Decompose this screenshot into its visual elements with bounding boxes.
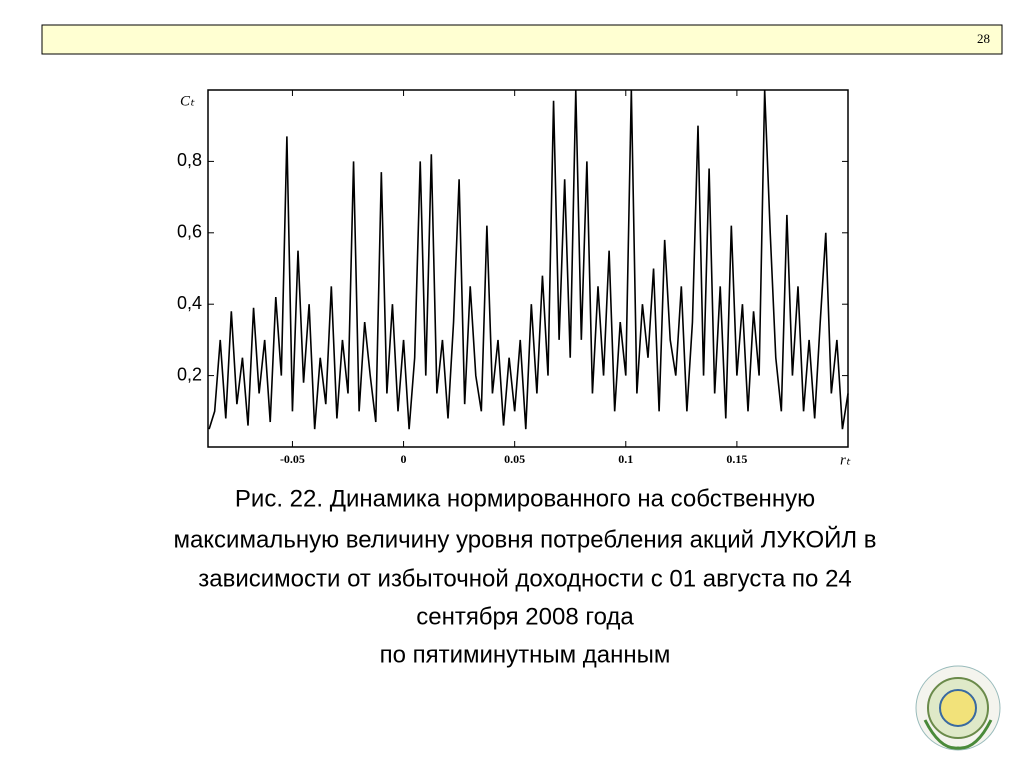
y-tick-label: 0,2 [177, 364, 202, 384]
caption-line: максимальную величину уровня потребления… [173, 525, 876, 553]
y-tick-label: 0,4 [177, 293, 202, 313]
caption-line: сентября 2008 года [416, 603, 634, 630]
x-tick-label: 0.05 [504, 452, 525, 466]
x-tick-label: -0.05 [280, 452, 305, 466]
x-tick-label: 0.1 [618, 452, 633, 466]
x-axis-label: rₜ [840, 452, 851, 468]
x-tick-label: 0 [401, 452, 407, 466]
y-tick-label: 0,6 [177, 222, 202, 242]
plot: 0,2 0,4 0,6 0,8 -0.05 0 0.05 0.1 0.15 Cₜ rₜ [177, 89, 851, 468]
caption-line: Рис. 22. Динамика нормированного на собс… [235, 485, 815, 512]
y-tick-label: 0,8 [177, 150, 202, 170]
page-number: 28 [977, 31, 990, 46]
caption: Рис. 22. Динамика нормированного на собс… [173, 485, 876, 668]
logo [915, 665, 1001, 751]
plot-frame [207, 89, 849, 448]
header-bar [41, 24, 1003, 55]
y-axis-label: Cₜ [180, 93, 195, 109]
x-tick-label: 0.15 [726, 452, 747, 466]
caption-line: по пятиминутным данным [380, 641, 671, 668]
caption-line: зависимости от избыточной доходности с 0… [198, 565, 852, 592]
data-line [208, 89, 849, 430]
